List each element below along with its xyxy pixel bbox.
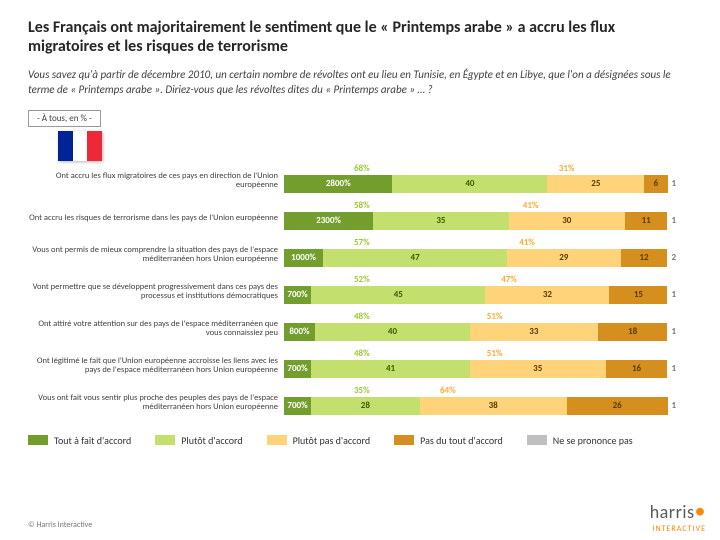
page-title: Les Français ont majoritairement le sent… [28, 18, 692, 56]
swatch [527, 435, 547, 445]
legend-item: Tout à fait d'accord [28, 434, 131, 447]
sum-disagree: 31% [559, 163, 575, 174]
row-label: Vous ont permis de mieux comprendre la s… [28, 237, 284, 274]
chart: Ont accru les flux migratoires de ces pa… [28, 163, 692, 422]
sum-agree: 48% [354, 348, 370, 359]
sum-agree: 52% [354, 274, 370, 285]
bar-segment: 40 [392, 175, 547, 193]
legend-label: Ne se prononce pas [553, 434, 633, 447]
bar-segment: 12 [621, 249, 668, 267]
bar-stack: 1000%4729122 [284, 249, 692, 267]
bar-segment: 16 [606, 360, 668, 378]
bar-segment: 11 [625, 212, 668, 230]
legend-item: Ne se prononce pas [527, 434, 633, 447]
bar-segment: 30 [509, 212, 625, 230]
row-label: Ont accru les flux migratoires de ces pa… [28, 163, 284, 200]
nsp-value: 2 [667, 252, 676, 263]
sum-agree: 48% [354, 311, 370, 322]
sum-agree: 68% [354, 163, 370, 174]
legend-item: Plutôt d'accord [155, 434, 242, 447]
bar-segment: 47 [323, 249, 507, 267]
bar-segment: 15 [609, 286, 667, 304]
row-label: Ont attiré votre attention sur des pays … [28, 311, 284, 348]
swatch [267, 435, 287, 445]
nsp-value: 1 [667, 215, 676, 226]
logo-sub: INTERACTIVE [650, 524, 706, 534]
france-flag-icon [58, 131, 102, 161]
legend-label: Tout à fait d'accord [54, 434, 131, 447]
sum-disagree: 47% [501, 274, 517, 285]
harris-logo: harris• INTERACTIVE [650, 497, 706, 534]
bar-segment: 700% [284, 360, 311, 378]
row-label: Ont accru les risques de terrorisme dans… [28, 200, 284, 237]
sum-disagree: 64% [440, 385, 456, 396]
bar-stack: 2300%3530111 [284, 212, 692, 230]
bar-segment: 700% [284, 397, 311, 415]
row-label: Ont légitimé le fait que l'Union europée… [28, 348, 284, 385]
nsp-value: 1 [667, 289, 676, 300]
bar-segment: 2800% [284, 175, 392, 193]
row-label: Vont permettre que se développent progre… [28, 274, 284, 311]
bar-segment: 38 [420, 397, 567, 415]
bar-segment: 45 [311, 286, 485, 304]
bar-segment: 18 [598, 323, 668, 341]
bar-segment: 28 [311, 397, 419, 415]
legend-item: Pas du tout d'accord [394, 434, 503, 447]
sum-agree: 58% [354, 200, 370, 211]
bar-segment: 25 [547, 175, 644, 193]
copyright: © Harris Interactive [28, 520, 92, 530]
logo-dot-icon: • [695, 497, 706, 524]
bar-stack: 700%2838261 [284, 397, 692, 415]
bar-row: 57%41%1000%4729122 [284, 237, 692, 274]
flag-stripe [73, 131, 88, 161]
sum-disagree: 51% [487, 348, 503, 359]
bar-row: 58%41%2300%3530111 [284, 200, 692, 237]
legend-item: Plutôt pas d'accord [267, 434, 371, 447]
bar-segment: 700% [284, 286, 311, 304]
bar-segment: 26 [567, 397, 668, 415]
bar-row: 52%47%700%4532151 [284, 274, 692, 311]
swatch [28, 435, 48, 445]
bar-stack: 700%4135161 [284, 360, 692, 378]
legend-label: Pas du tout d'accord [420, 434, 503, 447]
bar-segment: 33 [470, 323, 598, 341]
sum-disagree: 41% [523, 200, 539, 211]
nsp-value: 1 [667, 363, 676, 374]
bar-segment: 6 [644, 175, 667, 193]
bar-row: 68%31%2800%402561 [284, 163, 692, 200]
bar-row: 48%51%800%4033181 [284, 311, 692, 348]
logo-brand: harris [650, 501, 695, 523]
bar-segment: 41 [311, 360, 470, 378]
row-label: Vous ont fait vous sentir plus proche de… [28, 385, 284, 422]
bar-row: 48%51%700%4135161 [284, 348, 692, 385]
sum-agree: 35% [354, 385, 370, 396]
bar-stack: 2800%402561 [284, 175, 692, 193]
bar-segment: 800% [284, 323, 315, 341]
legend-label: Plutôt pas d'accord [293, 434, 371, 447]
nsp-value: 1 [668, 400, 677, 411]
nsp-value: 1 [667, 326, 676, 337]
bar-row: 35%64%700%2838261 [284, 385, 692, 422]
meta-box: - À tous, en % - [28, 110, 101, 127]
legend: Tout à fait d'accord Plutôt d'accord Plu… [28, 434, 692, 447]
swatch [155, 435, 175, 445]
bar-segment: 35 [470, 360, 606, 378]
question-text: Vous savez qu'à partir de décembre 2010,… [28, 68, 692, 97]
bar-stack: 800%4033181 [284, 323, 692, 341]
bar-segment: 35 [373, 212, 509, 230]
flag-stripe [87, 131, 102, 161]
bar-segment: 2300% [284, 212, 373, 230]
sum-disagree: 51% [487, 311, 503, 322]
sum-disagree: 41% [519, 237, 535, 248]
flag-stripe [58, 131, 73, 161]
nsp-value: 1 [668, 178, 677, 189]
bar-segment: 32 [485, 286, 609, 304]
bar-segment: 40 [315, 323, 470, 341]
bar-segment: 1000% [284, 249, 323, 267]
sum-agree: 57% [354, 237, 370, 248]
bar-segment: 29 [507, 249, 620, 267]
swatch [394, 435, 414, 445]
legend-label: Plutôt d'accord [181, 434, 242, 447]
bar-stack: 700%4532151 [284, 286, 692, 304]
